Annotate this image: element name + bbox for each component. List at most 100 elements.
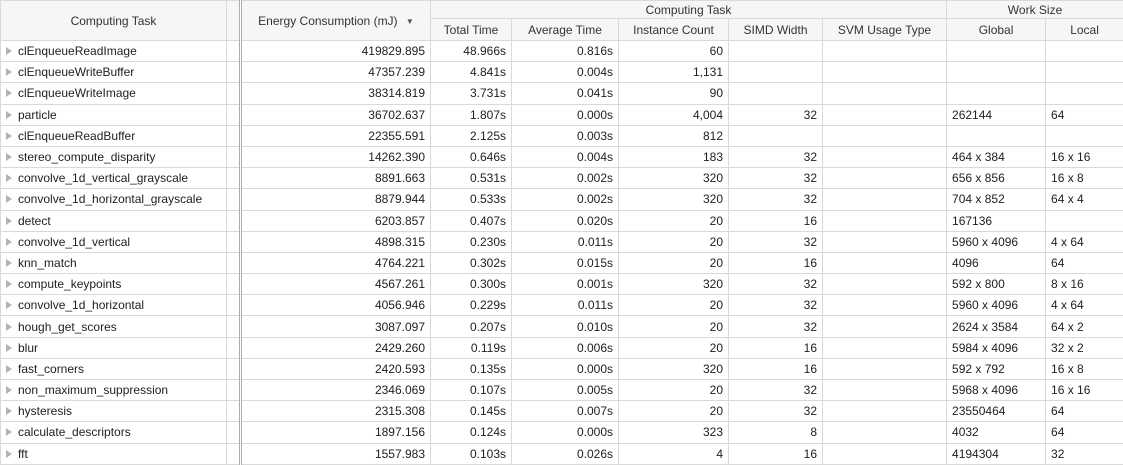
total-time-cell[interactable]: 1.807s <box>431 104 512 125</box>
average-time-cell[interactable]: 0.000s <box>512 358 619 379</box>
instance-count-cell[interactable]: 4,004 <box>619 104 729 125</box>
energy-cell[interactable]: 4764.221 <box>241 252 431 273</box>
instance-count-cell[interactable]: 320 <box>619 189 729 210</box>
simd-width-cell[interactable] <box>729 41 823 62</box>
total-time-cell[interactable]: 0.145s <box>431 401 512 422</box>
total-time-cell[interactable]: 0.103s <box>431 443 512 464</box>
global-work-size-cell[interactable]: 704 x 852 <box>947 189 1046 210</box>
global-work-size-cell[interactable]: 5960 x 4096 <box>947 231 1046 252</box>
instance-count-cell[interactable]: 320 <box>619 274 729 295</box>
simd-width-cell[interactable]: 16 <box>729 337 823 358</box>
energy-cell[interactable]: 36702.637 <box>241 104 431 125</box>
instance-count-cell[interactable]: 60 <box>619 41 729 62</box>
svm-usage-type-cell[interactable] <box>823 443 947 464</box>
svm-usage-type-cell[interactable] <box>823 252 947 273</box>
col-header-instance-count[interactable]: Instance Count <box>619 19 729 41</box>
task-cell[interactable]: clEnqueueReadImage <box>1 41 227 62</box>
task-cell[interactable]: convolve_1d_vertical <box>1 231 227 252</box>
local-work-size-cell[interactable] <box>1046 83 1123 104</box>
global-work-size-cell[interactable]: 464 x 384 <box>947 146 1046 167</box>
total-time-cell[interactable]: 0.124s <box>431 422 512 443</box>
instance-count-cell[interactable]: 323 <box>619 422 729 443</box>
average-time-cell[interactable]: 0.020s <box>512 210 619 231</box>
svm-usage-type-cell[interactable] <box>823 380 947 401</box>
instance-count-cell[interactable]: 20 <box>619 252 729 273</box>
local-work-size-cell[interactable]: 64 x 2 <box>1046 316 1123 337</box>
energy-cell[interactable]: 47357.239 <box>241 62 431 83</box>
expand-triangle-icon[interactable] <box>6 344 12 352</box>
simd-width-cell[interactable]: 32 <box>729 316 823 337</box>
total-time-cell[interactable]: 0.407s <box>431 210 512 231</box>
task-cell[interactable]: convolve_1d_horizontal_grayscale <box>1 189 227 210</box>
col-header-average-time[interactable]: Average Time <box>512 19 619 41</box>
total-time-cell[interactable]: 0.107s <box>431 380 512 401</box>
average-time-cell[interactable]: 0.010s <box>512 316 619 337</box>
expand-triangle-icon[interactable] <box>6 280 12 288</box>
energy-cell[interactable]: 4898.315 <box>241 231 431 252</box>
task-cell[interactable]: blur <box>1 337 227 358</box>
local-work-size-cell[interactable]: 16 x 16 <box>1046 380 1123 401</box>
energy-cell[interactable]: 2346.069 <box>241 380 431 401</box>
svm-usage-type-cell[interactable] <box>823 274 947 295</box>
energy-cell[interactable]: 3087.097 <box>241 316 431 337</box>
average-time-cell[interactable]: 0.004s <box>512 62 619 83</box>
col-header-global[interactable]: Global <box>947 19 1046 41</box>
task-cell[interactable]: fast_corners <box>1 358 227 379</box>
energy-cell[interactable]: 1557.983 <box>241 443 431 464</box>
local-work-size-cell[interactable]: 32 <box>1046 443 1123 464</box>
average-time-cell[interactable]: 0.041s <box>512 83 619 104</box>
expand-triangle-icon[interactable] <box>6 450 12 458</box>
energy-cell[interactable]: 38314.819 <box>241 83 431 104</box>
simd-width-cell[interactable]: 32 <box>729 146 823 167</box>
task-cell[interactable]: hough_get_scores <box>1 316 227 337</box>
col-header-local[interactable]: Local <box>1046 19 1123 41</box>
svm-usage-type-cell[interactable] <box>823 83 947 104</box>
task-cell[interactable]: stereo_compute_disparity <box>1 146 227 167</box>
simd-width-cell[interactable]: 32 <box>729 104 823 125</box>
svm-usage-type-cell[interactable] <box>823 316 947 337</box>
global-work-size-cell[interactable]: 5968 x 4096 <box>947 380 1046 401</box>
total-time-cell[interactable]: 2.125s <box>431 125 512 146</box>
col-header-computing-task[interactable]: Computing Task <box>1 1 227 41</box>
col-header-simd-width[interactable]: SIMD Width <box>729 19 823 41</box>
expand-triangle-icon[interactable] <box>6 111 12 119</box>
instance-count-cell[interactable]: 20 <box>619 337 729 358</box>
global-work-size-cell[interactable]: 2624 x 3584 <box>947 316 1046 337</box>
instance-count-cell[interactable]: 20 <box>619 380 729 401</box>
local-work-size-cell[interactable]: 32 x 2 <box>1046 337 1123 358</box>
energy-cell[interactable]: 1897.156 <box>241 422 431 443</box>
average-time-cell[interactable]: 0.005s <box>512 380 619 401</box>
local-work-size-cell[interactable] <box>1046 210 1123 231</box>
average-time-cell[interactable]: 0.001s <box>512 274 619 295</box>
local-work-size-cell[interactable]: 16 x 8 <box>1046 168 1123 189</box>
task-cell[interactable]: non_maximum_suppression <box>1 380 227 401</box>
global-work-size-cell[interactable] <box>947 83 1046 104</box>
task-cell[interactable]: convolve_1d_vertical_grayscale <box>1 168 227 189</box>
total-time-cell[interactable]: 0.531s <box>431 168 512 189</box>
energy-cell[interactable]: 14262.390 <box>241 146 431 167</box>
expand-triangle-icon[interactable] <box>6 47 12 55</box>
svm-usage-type-cell[interactable] <box>823 422 947 443</box>
energy-cell[interactable]: 2315.308 <box>241 401 431 422</box>
total-time-cell[interactable]: 0.646s <box>431 146 512 167</box>
simd-width-cell[interactable]: 16 <box>729 443 823 464</box>
energy-cell[interactable]: 4056.946 <box>241 295 431 316</box>
global-work-size-cell[interactable]: 262144 <box>947 104 1046 125</box>
global-work-size-cell[interactable]: 656 x 856 <box>947 168 1046 189</box>
local-work-size-cell[interactable]: 64 <box>1046 422 1123 443</box>
average-time-cell[interactable]: 0.000s <box>512 104 619 125</box>
global-work-size-cell[interactable]: 4194304 <box>947 443 1046 464</box>
expand-triangle-icon[interactable] <box>6 323 12 331</box>
task-cell[interactable]: clEnqueueReadBuffer <box>1 125 227 146</box>
svm-usage-type-cell[interactable] <box>823 358 947 379</box>
total-time-cell[interactable]: 0.229s <box>431 295 512 316</box>
